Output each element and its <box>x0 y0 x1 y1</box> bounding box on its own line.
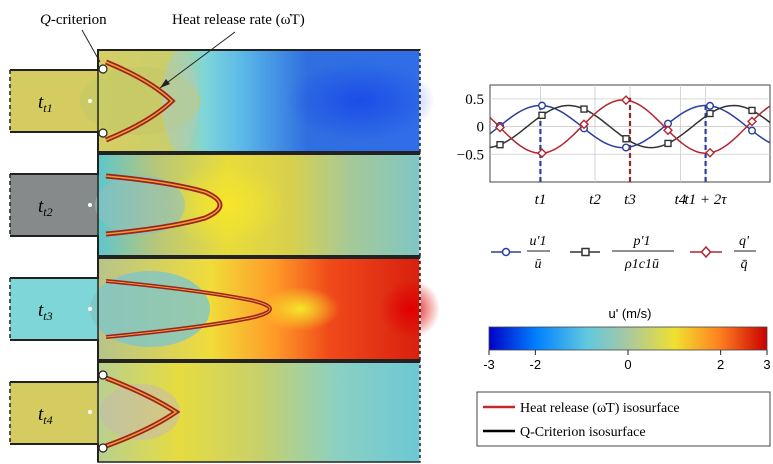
colorbar-gradient <box>488 326 768 351</box>
series-line <box>489 104 771 149</box>
series-marker <box>621 95 631 106</box>
colorbar-title: u' (m/s) <box>609 306 652 321</box>
series-marker <box>496 140 504 149</box>
series-marker <box>705 147 715 158</box>
inlet-duct <box>10 382 98 444</box>
chart-legend: u'1 ū p'1 ρ1c1ū q' q̄ <box>491 234 756 272</box>
q-criterion-marker <box>98 443 108 453</box>
colorbar-tick-label: 3 <box>763 357 770 372</box>
colorbar-tick-label: -2 <box>530 357 542 372</box>
series-line <box>489 104 771 149</box>
chart-series <box>489 95 771 159</box>
panel-t4: tt4 <box>9 361 421 463</box>
series-marker <box>495 122 505 133</box>
colorbar-tick-label: 2 <box>717 357 724 372</box>
series-marker <box>622 135 630 143</box>
y-tick-label: 0.5 <box>465 92 484 108</box>
series-marker <box>537 148 547 159</box>
chart-vlines <box>539 97 707 182</box>
q-criterion-marker <box>98 370 108 380</box>
series-marker <box>706 101 715 110</box>
series-marker <box>747 116 757 127</box>
series-marker <box>538 111 546 120</box>
colorbar-ticks: -3 -2 0 2 3 <box>483 350 771 372</box>
chart-yticks: 0.5 0 −0.5 <box>457 92 484 163</box>
q-criterion-legend-label: Q-Criterion isosurface <box>520 425 646 440</box>
colorbar-tick-label: -3 <box>483 357 495 372</box>
panel-t2: tt2 <box>9 153 421 257</box>
heat-release-arrow <box>159 31 236 89</box>
legend-q-num: q' <box>739 234 750 249</box>
legend-p: p'1 ρ1c1ū <box>570 234 674 272</box>
series-marker <box>538 101 547 110</box>
series-marker <box>706 109 714 118</box>
series-marker <box>748 126 757 135</box>
series-marker <box>663 125 673 136</box>
x-tick-label: t1 + 2τ <box>685 192 728 208</box>
x-tick-label: t4 <box>675 192 687 208</box>
legend-u: u'1 ū <box>491 234 550 272</box>
q-criterion-annotation: Q-criterion <box>40 12 107 28</box>
legend-p-den: ρ1c1ū <box>624 257 659 272</box>
panel-t3: tt3 <box>9 257 440 361</box>
y-tick-label: −0.5 <box>457 147 484 163</box>
x-tick-label: t3 <box>624 192 636 208</box>
heat-release-annotation: Heat release rate (ω̇T) <box>172 12 305 28</box>
x-tick-label: t1 <box>535 192 547 208</box>
legend-q-den: q̄ <box>741 257 748 272</box>
colorbar: u' (m/s) -3 -2 0 2 3 <box>483 306 770 372</box>
series-marker <box>622 143 631 152</box>
legend-p-num: p'1 <box>633 234 651 249</box>
heat-release-legend-label: Heat release (ω̇T) isosurface <box>520 401 680 416</box>
series-marker <box>664 139 672 148</box>
inlet-duct <box>10 278 98 340</box>
series-marker <box>580 105 588 113</box>
panel-t1: tt1 <box>9 49 435 153</box>
colorbar-tick-label: 0 <box>624 357 631 372</box>
q-criterion-marker <box>98 64 108 74</box>
isosurface-legend: Heat release (ω̇T) isosurface Q-Criterio… <box>476 391 771 447</box>
legend-u-num: u'1 <box>530 234 547 249</box>
series-marker <box>748 106 756 115</box>
series-marker <box>579 119 589 130</box>
inlet-duct <box>10 174 98 236</box>
legend-u-den: ū <box>535 257 542 272</box>
q-criterion-marker <box>98 128 108 138</box>
legend-q: q' q̄ <box>690 234 756 272</box>
y-tick-label: 0 <box>477 120 485 136</box>
x-tick-label: t2 <box>589 192 601 208</box>
